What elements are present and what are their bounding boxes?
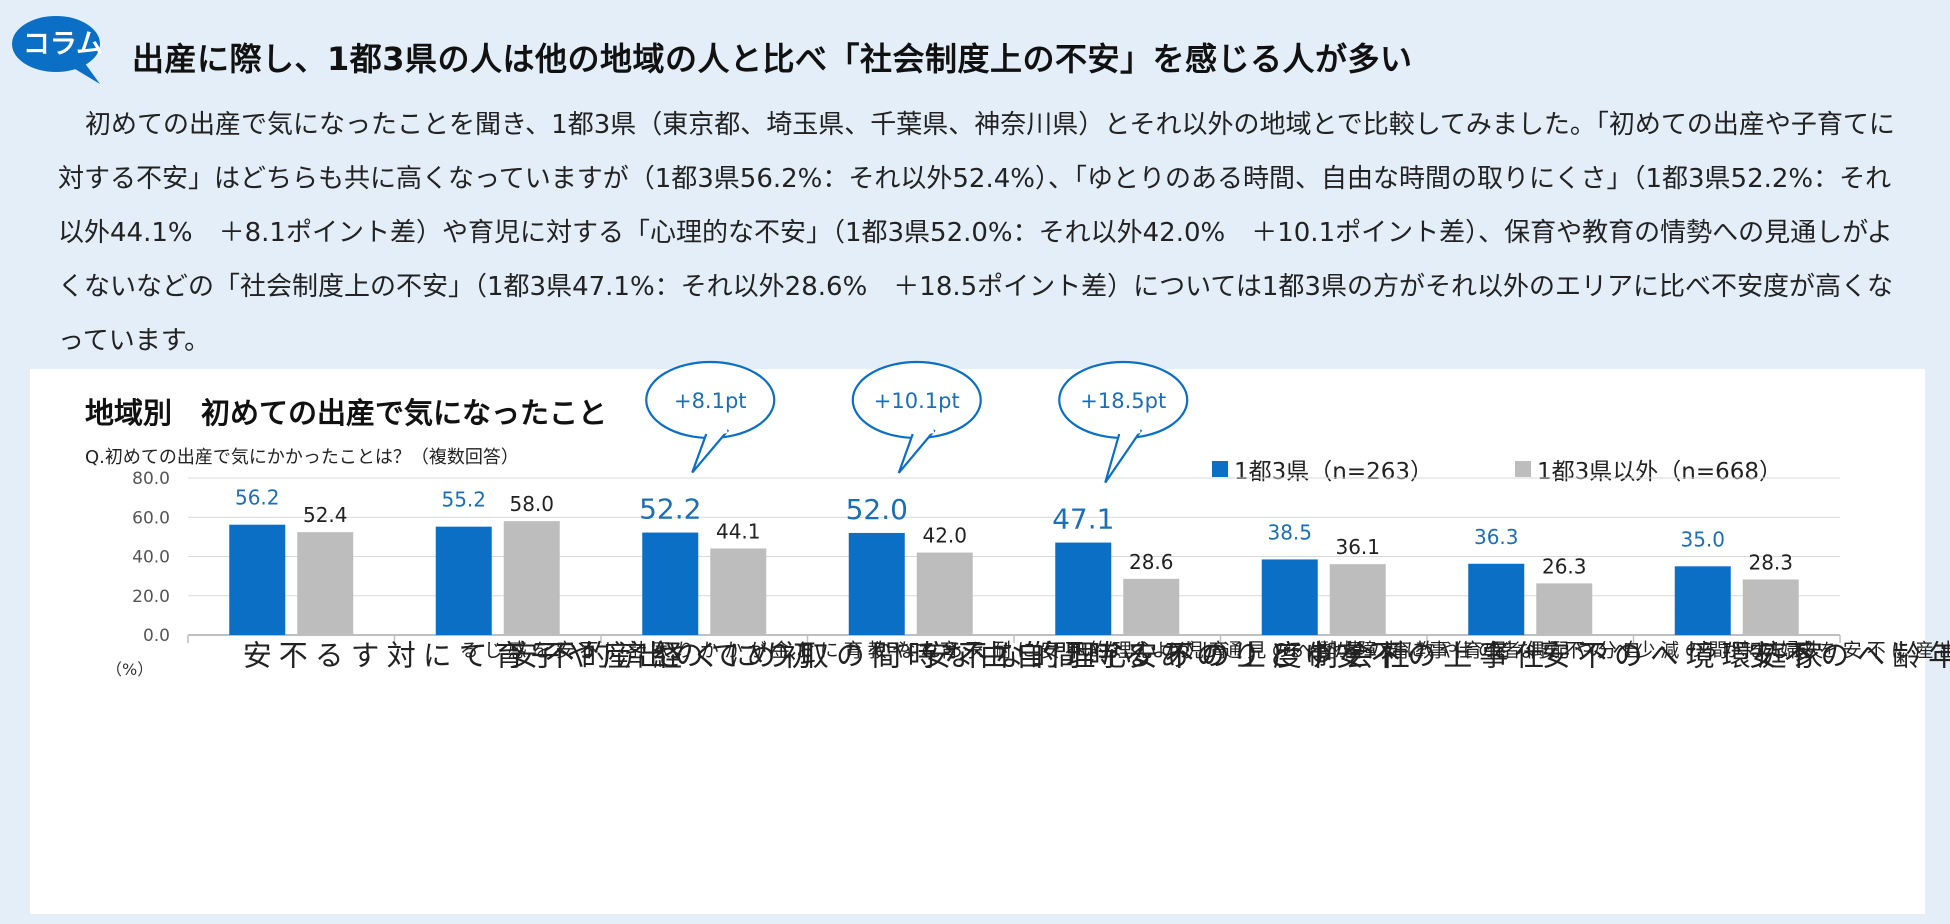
- bar-series1-label: 36.3: [1474, 525, 1519, 549]
- callout-tail: [691, 429, 730, 474]
- bar-series1: [229, 524, 286, 635]
- bar-series1: [848, 532, 905, 635]
- bar-series1-label: 38.5: [1267, 520, 1312, 544]
- bar-series2: [1536, 583, 1593, 635]
- category-main-label: 仕事上の不安: [1330, 640, 1545, 669]
- bar-series1-label: 35.0: [1680, 527, 1725, 551]
- category-main-label: 経済的不安: [504, 640, 683, 669]
- chart-subtitle: Q.初めての出産で気にかかったことは？（複数回答）: [85, 447, 519, 468]
- bar-series2-label: 52.4: [303, 503, 348, 527]
- y-tick-label: 60.0: [132, 508, 170, 528]
- bar-series1: [1468, 563, 1525, 635]
- page-title: 出産に際し、1都3県の人は他の地域の人と比べ「社会制度上の不安」を感じる人が多い: [132, 40, 1413, 78]
- bar-series2-label: 36.1: [1335, 535, 1380, 559]
- category-sub-label: 保育や教育の情勢への 見通しがよくない: [1076, 640, 1507, 659]
- bar-series2-label: 28.6: [1129, 550, 1174, 574]
- category-main-label: ゆとりのある時間 自由な時間の 取りにくさ: [651, 640, 1334, 669]
- bar-series1-label: 47.1: [1052, 503, 1114, 536]
- bar-series1: [1261, 559, 1318, 635]
- callout-text: +8.1pt: [674, 389, 747, 413]
- y-tick-label: 0.0: [143, 626, 170, 646]
- legend-label-2: 1都3県以外（n=668）: [1537, 459, 1783, 485]
- category-main-label: 心理的な不安: [917, 640, 1132, 669]
- bar-series2-label: 58.0: [509, 492, 554, 516]
- bar-series1-label: 56.2: [235, 486, 280, 510]
- bar-series2-label: 42.0: [922, 524, 967, 548]
- category-sub-label: 育児の心理的不安に 耐えられない: [869, 640, 1228, 659]
- legend-item-2: 1都3県以外（n=668）: [1515, 455, 1783, 485]
- badge-tail: [70, 62, 100, 84]
- legend-item-1: 1都3県（n=263）: [1212, 455, 1434, 485]
- legend-swatch-2: [1515, 461, 1531, 477]
- category-main-label: 初めての出産や 子育てに対する 不安: [238, 640, 813, 669]
- callout-text: +18.5pt: [1080, 389, 1166, 413]
- bar-series1: [1055, 542, 1112, 635]
- intro-paragraph: 初めての出産で気になったことを聞き、1都3県（東京都、埼玉県、千葉県、神奈川県）…: [58, 110, 1895, 356]
- y-tick-label: 20.0: [132, 587, 170, 607]
- legend-swatch-1: [1212, 461, 1228, 477]
- callout-tail: [1104, 429, 1143, 484]
- callout-tail: [897, 429, 936, 474]
- bar-series2: [1329, 564, 1386, 635]
- y-unit-label: （%）: [106, 660, 154, 679]
- legend-label-1: 1都3県（n=263）: [1234, 459, 1434, 485]
- category-sub-label: 夫婦の時間の減少への 不安など: [1489, 640, 1824, 659]
- bar-series2: [1742, 579, 1799, 635]
- bar-series1-label: 52.2: [639, 493, 701, 526]
- bar-series2: [503, 521, 560, 635]
- category-main-label: 年齢への不安: [1743, 640, 1950, 669]
- badge-label: コラム: [22, 29, 104, 60]
- bar-series1: [435, 526, 492, 635]
- category-sub-label: 自分や配偶者の仕事に 支障が出る: [1282, 640, 1641, 659]
- badge-bubble: [12, 16, 100, 72]
- y-tick-label: 80.0: [132, 469, 170, 489]
- bar-series2: [297, 532, 354, 635]
- callout-tail-mask: [1119, 429, 1141, 437]
- bar-series2: [710, 548, 767, 635]
- column-badge: [12, 16, 100, 84]
- category-main-label: 社会制度上の不安: [1124, 640, 1411, 669]
- chart-title: 地域別 初めての出産で気になったこと: [85, 396, 608, 430]
- category-sub-label: 高年齢での出産に不安 を感じるから: [1695, 640, 1950, 659]
- callout-tail-mask: [913, 429, 935, 437]
- bar-series2-label: 44.1: [716, 519, 761, 543]
- chart-area: [30, 369, 1925, 914]
- bar-series1: [642, 532, 699, 635]
- y-tick-label: 40.0: [132, 548, 170, 568]
- bar-series2: [916, 552, 973, 635]
- bar-series1-label: 55.2: [441, 488, 486, 512]
- bar-series2-label: 26.3: [1542, 554, 1587, 578]
- callout-text: +10.1pt: [874, 389, 960, 413]
- callout-tail-mask: [706, 429, 728, 437]
- category-main-label: 家庭環境への不安: [1537, 640, 1824, 669]
- bar-series2-label: 28.3: [1748, 550, 1793, 574]
- category-sub-label: 子育てや教育にお金がか かり家計に不安を感じる: [456, 640, 983, 659]
- bar-series2: [1123, 578, 1180, 635]
- bar-series1: [1674, 566, 1731, 635]
- bar-series1-label: 52.0: [846, 493, 908, 526]
